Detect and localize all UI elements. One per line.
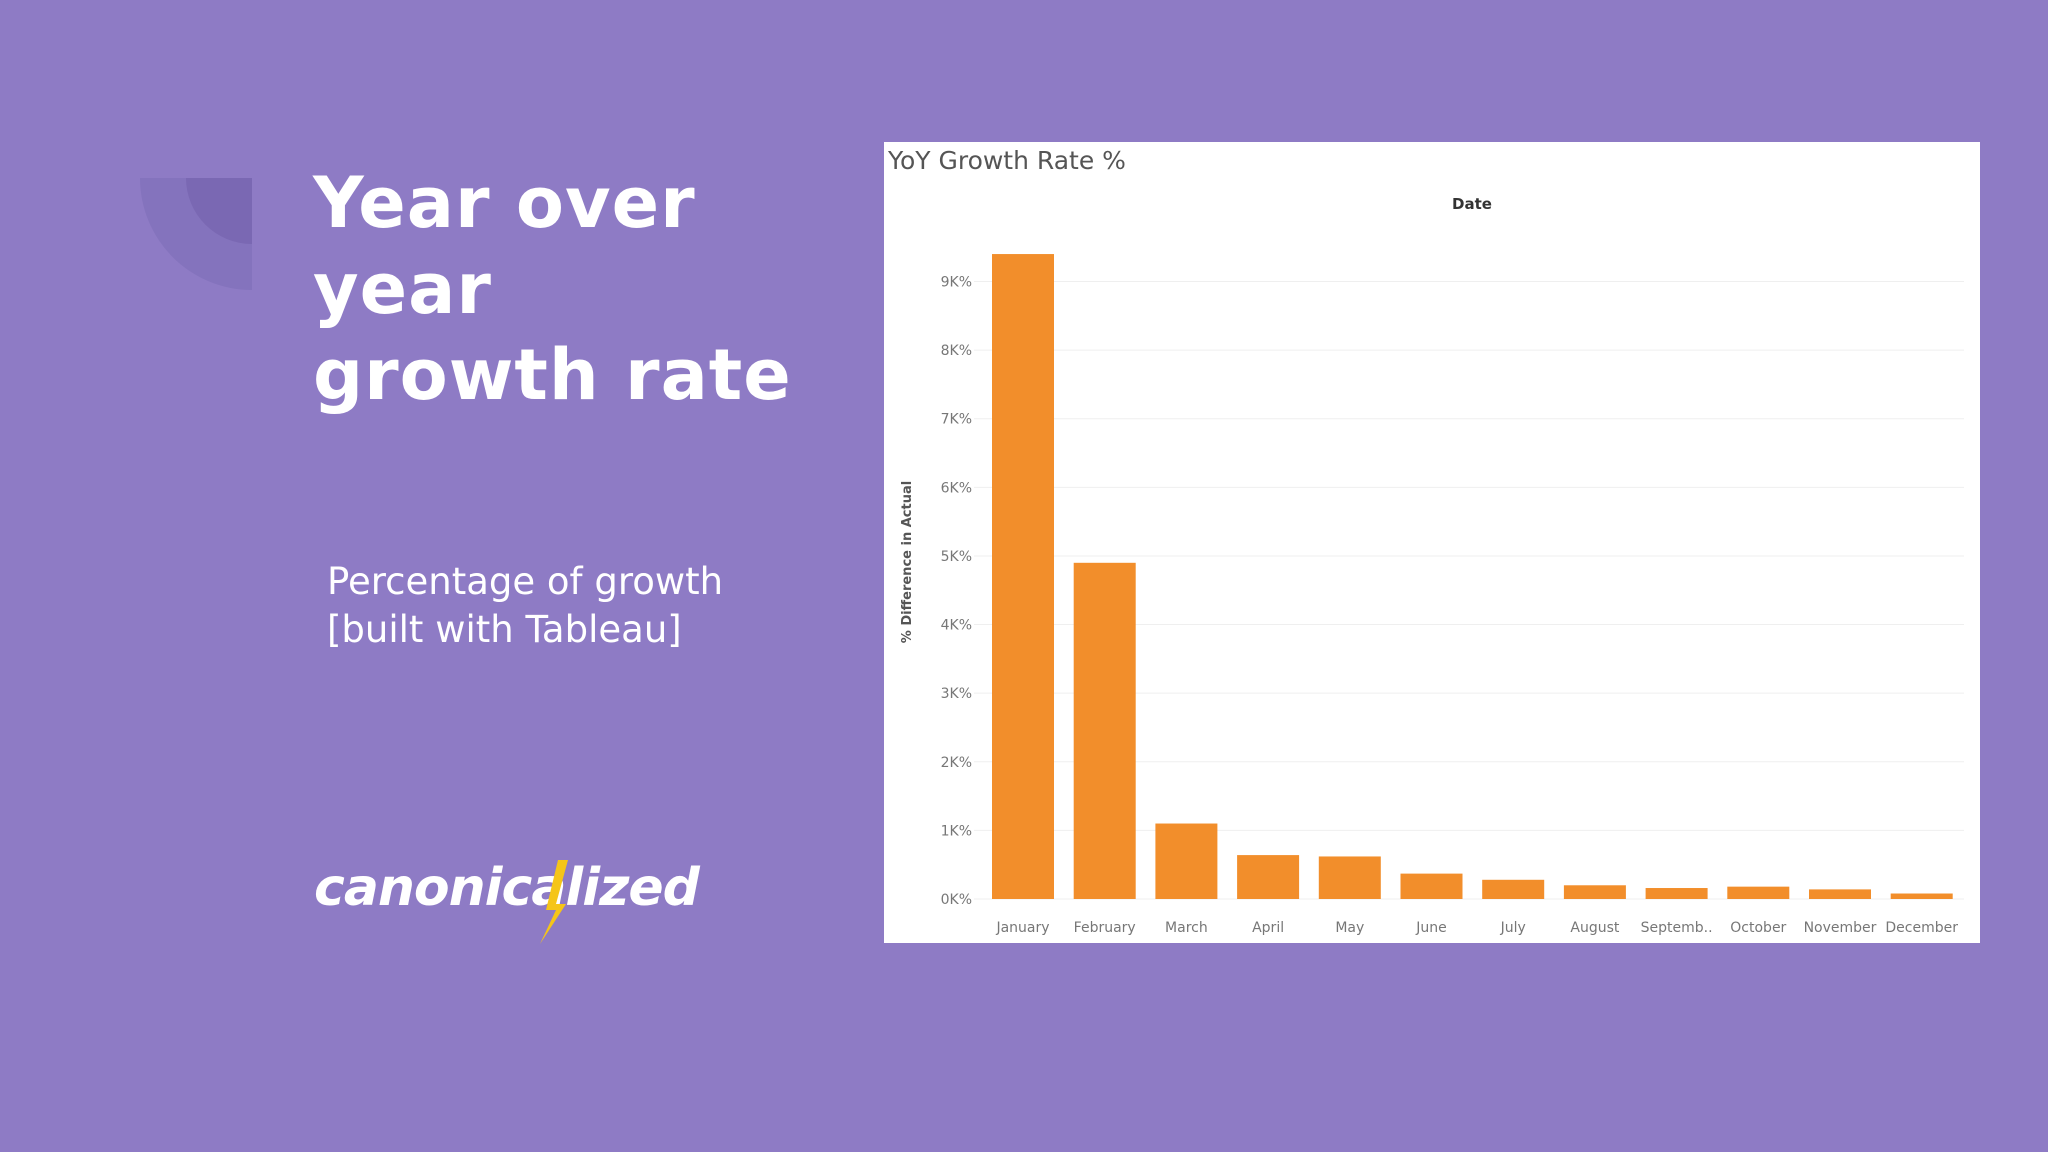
y-tick-label: 6K% (941, 480, 972, 496)
x-tick-label: October (1730, 920, 1786, 936)
subtitle-line-1: Percentage of growth (327, 560, 724, 603)
title-line-1: Year over year (313, 162, 696, 330)
y-tick-label: 7K% (941, 412, 972, 428)
bar-november (1809, 889, 1871, 899)
y-axis-label: % Difference in Actual (900, 481, 915, 643)
bar-april (1237, 855, 1300, 899)
subtitle-line-2: [built with Tableau] (327, 608, 682, 651)
y-tick-label: 3K% (941, 686, 972, 702)
x-tick-label: March (1165, 920, 1208, 936)
bar-june (1400, 873, 1463, 899)
y-tick-label: 1K% (941, 823, 972, 839)
logo-wordmark: canonicalized (314, 858, 700, 918)
bar-chart: YoY Growth Rate % Date % Difference in A… (887, 146, 1964, 936)
y-tick-label: 2K% (941, 755, 972, 771)
bar-march (1155, 823, 1218, 899)
bar-septemb (1645, 888, 1708, 899)
x-tick-label: November (1804, 920, 1877, 936)
y-tick-label: 5K% (941, 549, 972, 565)
logo-lightning-icon (540, 860, 568, 944)
slide-subtitle: Percentage of growth [built with Tableau… (327, 558, 723, 654)
bar-january (992, 254, 1054, 900)
decorative-quarter-circle (140, 178, 252, 290)
y-tick-label: 0K% (941, 892, 972, 908)
y-tick-label: 9K% (941, 275, 972, 291)
x-tick-label: Septemb.. (1641, 920, 1713, 936)
bar-february (1073, 562, 1136, 899)
x-tick-label: December (1885, 920, 1958, 936)
bar-december (1890, 893, 1953, 899)
chart-panel: YoY Growth Rate % Date % Difference in A… (884, 142, 1980, 943)
y-tick-label: 4K% (941, 618, 972, 634)
title-line-2: growth rate (313, 334, 792, 416)
x-tick-label: February (1074, 920, 1136, 936)
bar-may (1318, 856, 1381, 899)
chart-title: YoY Growth Rate % (887, 146, 1126, 175)
canonicalized-logo: canonicalized (314, 850, 700, 950)
x-tick-label: July (1500, 920, 1526, 936)
bar-august (1563, 885, 1626, 899)
slide-title: Year over year growth rate (313, 160, 873, 418)
x-tick-label: May (1335, 920, 1364, 936)
x-tick-label: August (1570, 920, 1620, 936)
chart-column-header: Date (1452, 195, 1492, 213)
y-tick-label: 8K% (941, 343, 972, 359)
x-tick-label: January (995, 920, 1049, 936)
bar-july (1482, 879, 1545, 899)
x-tick-label: April (1252, 920, 1284, 936)
bar-october (1727, 886, 1790, 899)
x-tick-label: June (1415, 920, 1447, 936)
